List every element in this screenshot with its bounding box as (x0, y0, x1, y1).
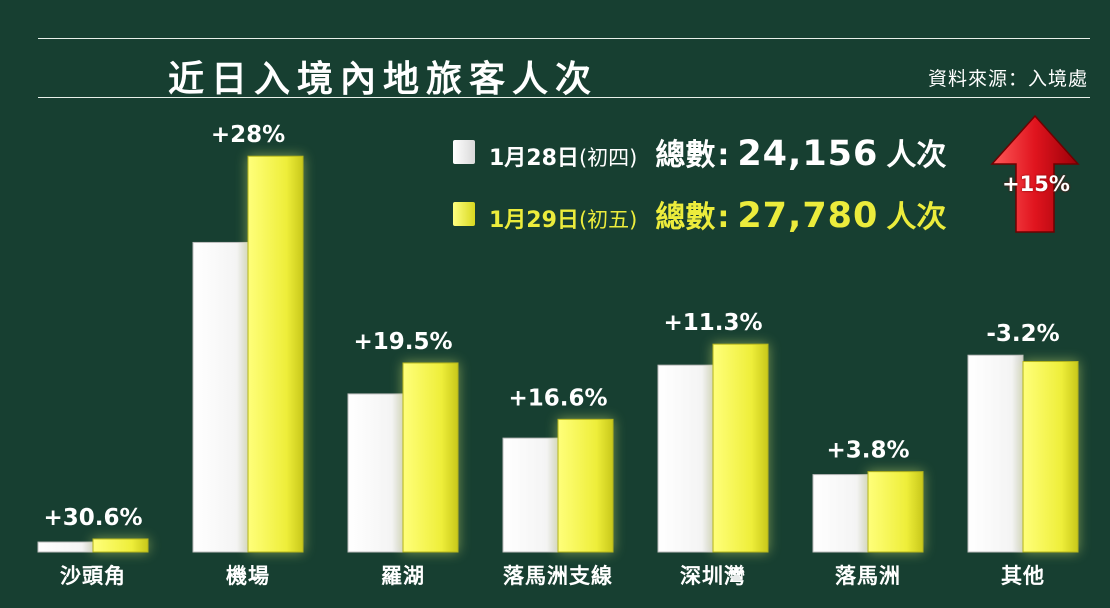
legend-total-label: 總數 (655, 200, 716, 235)
bar-day1-3 (502, 437, 559, 553)
bar-day2-0 (92, 538, 149, 553)
category-label: 其他 (1001, 564, 1045, 588)
category-label: 機場 (226, 564, 270, 588)
title-rule (38, 97, 1090, 98)
bar-day1-6 (967, 354, 1024, 553)
legend-unit: 人次 (886, 138, 947, 173)
category-label: 落馬洲 (835, 564, 901, 588)
bar-day2-4 (712, 343, 769, 553)
category-label: 沙頭角 (60, 564, 126, 588)
bar-day2-6 (1022, 361, 1079, 553)
legend-swatch-yellow (453, 202, 475, 226)
legend-colon: : (717, 138, 730, 173)
bar-day1-5 (812, 474, 869, 553)
bar-day1-1 (192, 241, 249, 553)
change-label: +19.5% (353, 329, 452, 355)
bar-day2-1 (247, 155, 304, 553)
top-rule (38, 38, 1090, 39)
change-label: +30.6% (43, 505, 142, 531)
legend-day: (初四) (578, 146, 638, 170)
change-label: +28% (211, 122, 285, 148)
legend-date: 1月28日 (489, 146, 579, 171)
legend-colon: : (717, 200, 730, 235)
bar-day1-2 (347, 393, 404, 553)
legend-total-value: 27,780 (737, 196, 879, 236)
legend-total-label: 總數 (655, 138, 716, 173)
legend-item-day2: 1月29日 (初五) 總數 : 27,780 人次 (453, 192, 946, 236)
legend-total-value: 24,156 (737, 134, 879, 174)
source-note: 資料來源：入境處 (927, 68, 1088, 90)
legend-swatch-white (453, 140, 475, 164)
category-label: 羅湖 (381, 564, 425, 588)
up-arrow-icon (990, 114, 1080, 233)
chart-title: 近日入境內地旅客人次 (168, 59, 599, 100)
legend-item-day1: 1月28日 (初四) 總數 : 24,156 人次 (453, 130, 946, 174)
legend-day: (初五) (578, 208, 638, 232)
change-label: +16.6% (508, 385, 607, 411)
change-label: +11.3% (663, 310, 762, 336)
bar-day1-4 (657, 364, 714, 553)
bar-day2-3 (557, 418, 614, 553)
legend-unit: 人次 (886, 200, 947, 235)
change-label: -3.2% (986, 321, 1059, 347)
category-label: 深圳灣 (680, 564, 746, 588)
bar-day2-5 (867, 471, 924, 553)
overall-change-label: +15% (1002, 172, 1070, 196)
change-label: +3.8% (826, 438, 909, 464)
bar-day1-0 (37, 541, 94, 553)
category-label: 落馬洲支線 (503, 564, 613, 588)
bar-day2-2 (402, 362, 459, 553)
legend-date: 1月29日 (489, 208, 579, 233)
